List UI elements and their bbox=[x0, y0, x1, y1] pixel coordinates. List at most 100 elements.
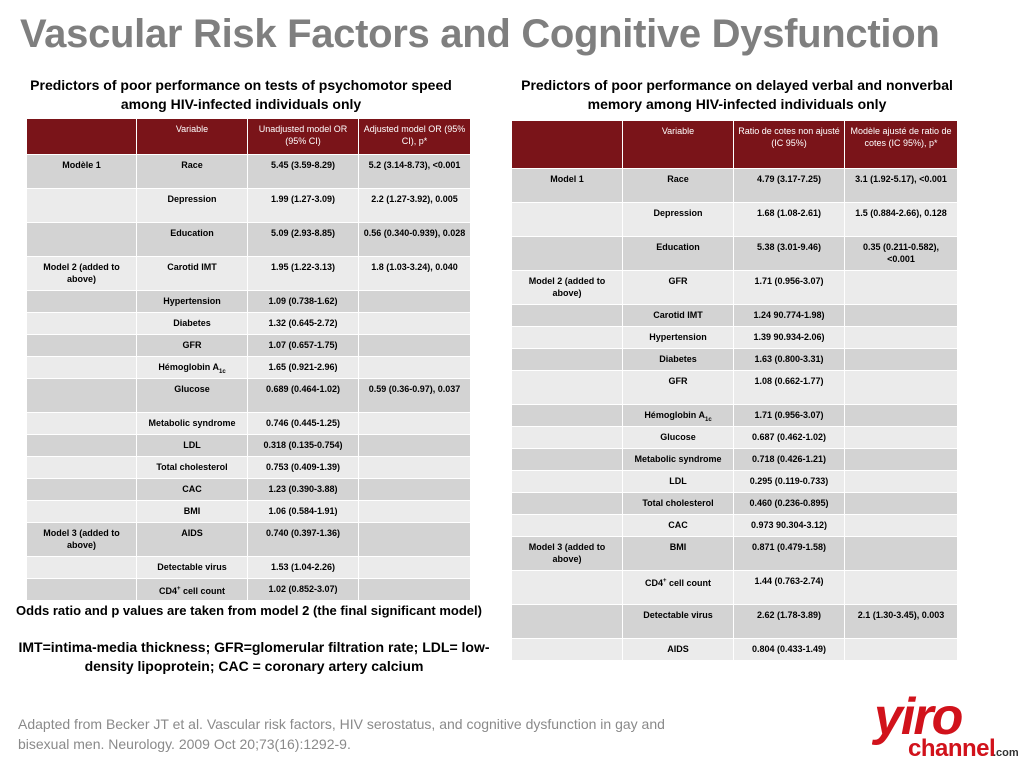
table-cell: 1.71 (0.956-3.07) bbox=[733, 270, 845, 305]
table-cell bbox=[511, 470, 623, 493]
table-cell bbox=[26, 456, 137, 479]
table-cell: Depression bbox=[622, 202, 734, 237]
yiro-channel-logo: yiro channel .com bbox=[872, 688, 1019, 762]
table-row: CAC 1.23 (0.390-3.88) bbox=[26, 478, 471, 501]
table-cell: 1.32 (0.645-2.72) bbox=[247, 312, 359, 335]
table-cell: 0.59 (0.36-0.97), 0.037 bbox=[358, 378, 471, 413]
table-row: AIDS 0.804 (0.433-1.49) bbox=[511, 638, 958, 661]
table-cell bbox=[358, 290, 471, 313]
table-row: Model 3 (added to above) AIDS 0.740 (0.397… bbox=[26, 522, 471, 557]
table-cell: 1.23 (0.390-3.88) bbox=[247, 478, 359, 501]
table-cell bbox=[511, 348, 623, 371]
left-table-caption: Predictors of poor performance on tests … bbox=[30, 77, 452, 112]
table-cell: Education bbox=[136, 222, 248, 257]
table-cell: 1.63 (0.800-3.31) bbox=[733, 348, 845, 371]
table-row: Total cholesterol 0.460 (0.236-0.895) bbox=[511, 492, 958, 515]
table-row: Depression 1.68 (1.08-2.61) 1.5 (0.884-2.6… bbox=[511, 202, 958, 237]
table-cell: 1.5 (0.884-2.66), 0.128 bbox=[844, 202, 958, 237]
table-cell: 3.1 (1.92-5.17), <0.001 bbox=[844, 168, 958, 203]
table-cell bbox=[844, 270, 958, 305]
table-cell bbox=[511, 236, 623, 271]
table-cell: 0.689 (0.464-1.02) bbox=[247, 378, 359, 413]
table-cell bbox=[26, 478, 137, 501]
table-cell: 1.07 (0.657-1.75) bbox=[247, 334, 359, 357]
table-cell: 2.2 (1.27-3.92), 0.005 bbox=[358, 188, 471, 223]
table-cell: CD4+ cell count bbox=[622, 570, 734, 605]
table-cell bbox=[844, 470, 958, 493]
table-row: Glucose 0.687 (0.462-1.02) bbox=[511, 426, 958, 449]
logo-sub: channel bbox=[908, 735, 995, 762]
table-cell: Race bbox=[136, 154, 248, 189]
table-cell bbox=[358, 456, 471, 479]
table-cell: LDL bbox=[622, 470, 734, 493]
table-cell: Hypertension bbox=[136, 290, 248, 313]
table-cell: Modèle 1 bbox=[26, 154, 137, 189]
table-row: CAC 0.973 90.304-3.12) bbox=[511, 514, 958, 537]
logo-suffix: .com bbox=[993, 747, 1019, 759]
table-cell bbox=[844, 304, 958, 327]
table-cell: Model 3 (added to above) bbox=[511, 536, 623, 571]
table-cell bbox=[511, 304, 623, 327]
table-cell: 0.804 (0.433-1.49) bbox=[733, 638, 845, 661]
table-cell: 1.44 (0.763-2.74) bbox=[733, 570, 845, 605]
table-header-row: Variable Unadjusted model OR (95% CI) Adju… bbox=[26, 118, 471, 155]
citation: Adapted from Becker JT et al. Vascular r… bbox=[18, 716, 665, 752]
table-cell: 1.99 (1.27-3.09) bbox=[247, 188, 359, 223]
table-cell bbox=[358, 522, 471, 557]
slide-title: Vascular Risk Factors and Cognitive Dysf… bbox=[20, 12, 940, 56]
abbreviations-note: IMT=intima-media thickness; GFR=glomerul… bbox=[18, 639, 490, 674]
table-cell: AIDS bbox=[622, 638, 734, 661]
table-cell: Hémoglobin A1c bbox=[622, 404, 734, 427]
table-row: Diabetes 1.63 (0.800-3.31) bbox=[511, 348, 958, 371]
table-row: Education 5.38 (3.01-9.46) 0.35 (0.211-0.5… bbox=[511, 236, 958, 271]
table-cell: CAC bbox=[136, 478, 248, 501]
table-cell bbox=[511, 638, 623, 661]
table-cell bbox=[358, 434, 471, 457]
table-cell: 5.2 (3.14-8.73), <0.001 bbox=[358, 154, 471, 189]
table-cell bbox=[358, 312, 471, 335]
table-header-row: Variable Ratio de cotes non ajusté (IC 95… bbox=[511, 120, 958, 169]
table-row: Model 2 (added to above) Carotid IMT 1.95 … bbox=[26, 256, 471, 291]
table-cell bbox=[26, 312, 137, 335]
table-cell: Carotid IMT bbox=[622, 304, 734, 327]
table-row: Hémoglobin A1c 1.65 (0.921-2.96) bbox=[26, 356, 471, 379]
table-cell bbox=[511, 426, 623, 449]
table-cell bbox=[844, 404, 958, 427]
table-row: Detectable virus 1.53 (1.04-2.26) bbox=[26, 556, 471, 579]
table-cell bbox=[511, 202, 623, 237]
table-cell: Education bbox=[622, 236, 734, 271]
table-cell: 0.687 (0.462-1.02) bbox=[733, 426, 845, 449]
table-row: Hypertension 1.39 90.934-2.06) bbox=[511, 326, 958, 349]
table-cell: 1.8 (1.03-3.24), 0.040 bbox=[358, 256, 471, 291]
table-cell bbox=[26, 500, 137, 523]
table-cell: GFR bbox=[622, 270, 734, 305]
table-cell: Diabetes bbox=[622, 348, 734, 371]
table-cell bbox=[358, 478, 471, 501]
table-cell: Hémoglobin A1c bbox=[136, 356, 248, 379]
table-cell bbox=[26, 290, 137, 313]
table-cell bbox=[511, 448, 623, 471]
table-cell: 0.56 (0.340-0.939), 0.028 bbox=[358, 222, 471, 257]
table-row: CD4+ cell count 1.02 (0.852-3.07) bbox=[26, 578, 471, 601]
table-cell: CAC bbox=[622, 514, 734, 537]
table-cell: Carotid IMT bbox=[136, 256, 248, 291]
table-cell: Model 3 (added to above) bbox=[26, 522, 137, 557]
table-cell: Model 1 bbox=[511, 168, 623, 203]
table-cell: GFR bbox=[136, 334, 248, 357]
table-row: Hémoglobin A1c 1.71 (0.956-3.07) bbox=[511, 404, 958, 427]
column-header: Unadjusted model OR (95% CI) bbox=[247, 118, 359, 155]
table-row: Metabolic syndrome 0.746 (0.445-1.25) bbox=[26, 412, 471, 435]
column-header: Adjusted model OR (95% CI), p* bbox=[358, 118, 471, 155]
table-cell bbox=[511, 604, 623, 639]
table-cell bbox=[26, 188, 137, 223]
table-cell: GFR bbox=[622, 370, 734, 405]
table-cell bbox=[26, 556, 137, 579]
table-cell bbox=[844, 348, 958, 371]
table-cell bbox=[844, 426, 958, 449]
table-cell bbox=[358, 556, 471, 579]
table-row: CD4+ cell count 1.44 (0.763-2.74) bbox=[511, 570, 958, 605]
table-row: GFR 1.08 (0.662-1.77) bbox=[511, 370, 958, 405]
table-cell: 0.460 (0.236-0.895) bbox=[733, 492, 845, 515]
table-cell: 2.62 (1.78-3.89) bbox=[733, 604, 845, 639]
table-cell bbox=[26, 412, 137, 435]
